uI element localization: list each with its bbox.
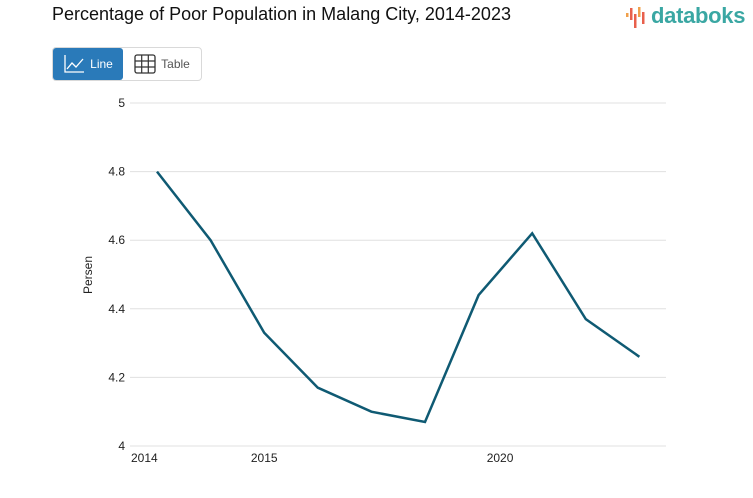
y-tick-label: 4.6 [108,233,125,247]
data-point[interactable] [151,166,163,178]
x-axis-ticks: 2014 2015 2020 [131,451,514,465]
y-tick-label: 5 [118,96,125,110]
y-axis-label: Persen [81,256,95,294]
data-point[interactable] [312,382,324,394]
x-tick-label: 2020 [487,451,514,465]
y-tick-label: 4.2 [108,370,125,384]
table-view-label: Table [161,57,190,71]
chart-title: Percentage of Poor Population in Malang … [52,4,511,24]
table-grid-icon [134,54,156,74]
logo-text: databoks [651,3,746,28]
data-point[interactable] [205,234,217,246]
data-point[interactable] [258,327,270,339]
databoks-logo[interactable]: databoks [626,2,745,30]
line-view-button[interactable]: Line [53,48,123,80]
x-tick-label: 2014 [131,451,158,465]
line-chart-icon [64,55,85,73]
y-tick-label: 4.8 [108,165,125,179]
view-toggle: Line Table [52,47,202,81]
data-point[interactable] [526,227,538,239]
gridlines [130,102,666,447]
y-axis-ticks: 4 4.2 4.4 4.6 4.8 5 [108,96,125,453]
series-group [151,166,645,428]
table-view-button[interactable]: Table [123,48,201,80]
series-line[interactable] [156,170,641,424]
data-point[interactable] [419,416,431,428]
logo-bars-icon [626,7,645,28]
data-point[interactable] [473,289,485,301]
x-tick-label: 2015 [251,451,278,465]
data-point[interactable] [633,351,645,363]
data-point[interactable] [365,406,377,418]
y-tick-label: 4 [118,439,125,453]
data-point[interactable] [580,313,592,325]
line-view-label: Line [90,57,113,71]
y-tick-label: 4.4 [108,302,125,316]
